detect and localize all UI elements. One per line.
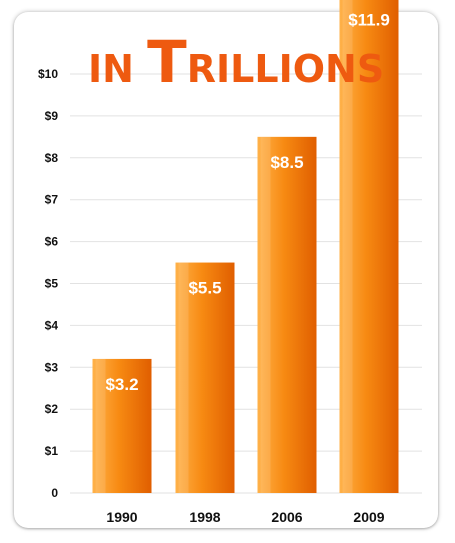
value-labels: $3.2 $5.5 $8.5 $11.9 xyxy=(105,10,389,394)
y-tick-label: $9 xyxy=(45,109,59,123)
y-tick-label: $5 xyxy=(45,277,59,291)
y-tick-label: $4 xyxy=(45,318,59,332)
bar xyxy=(92,358,152,493)
x-tick-label: 2009 xyxy=(353,509,384,525)
title-initial: T xyxy=(147,28,187,96)
bar-highlight xyxy=(95,358,106,493)
y-tick-label: $10 xyxy=(38,67,58,81)
title-part: RILLIONS xyxy=(187,47,384,91)
y-tick-label: $1 xyxy=(45,444,59,458)
y-axis: 0 $1 $2 $3 $4 $5 $6 $7 $8 $9 $10 xyxy=(38,67,58,500)
value-label: $3.2 xyxy=(105,375,138,394)
x-axis: 1990 1998 2006 2009 xyxy=(106,509,384,525)
bar-highlight xyxy=(178,262,189,493)
y-tick-label: $2 xyxy=(45,402,59,416)
bars xyxy=(92,0,399,493)
y-tick-label: $7 xyxy=(45,193,59,207)
value-label: $5.5 xyxy=(188,279,221,298)
bar-highlight xyxy=(260,136,271,493)
bar xyxy=(175,262,235,493)
title-part: IN xyxy=(88,47,147,91)
value-label: $8.5 xyxy=(270,153,303,172)
y-tick-label: 0 xyxy=(51,486,58,500)
x-tick-label: 2006 xyxy=(271,509,302,525)
x-tick-label: 1990 xyxy=(106,509,137,525)
y-tick-label: $3 xyxy=(45,360,59,374)
bar xyxy=(257,136,317,493)
x-tick-label: 1998 xyxy=(189,509,220,525)
chart-title: IN TRILLIONS xyxy=(88,28,384,96)
value-label: $11.9 xyxy=(348,10,390,29)
bar-highlight xyxy=(342,0,353,493)
y-tick-label: $6 xyxy=(45,235,59,249)
bar xyxy=(339,0,399,493)
y-tick-label: $8 xyxy=(45,151,59,165)
